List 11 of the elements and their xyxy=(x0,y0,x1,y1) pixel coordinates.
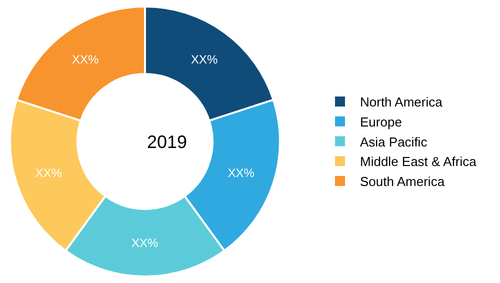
legend-label: South America xyxy=(360,174,446,190)
data-label: XX% xyxy=(72,52,99,67)
legend-label: Asia Pacific xyxy=(360,134,428,150)
legend-label: Middle East & Africa xyxy=(360,154,478,170)
data-label: XX% xyxy=(131,236,159,250)
data-label: XX% xyxy=(228,166,255,180)
legend-label: Europe xyxy=(360,114,402,130)
legend-label: North America xyxy=(360,94,444,110)
data-label: XX% xyxy=(35,166,62,180)
data-label: XX% xyxy=(191,52,218,67)
text: 2019 xyxy=(147,132,188,152)
